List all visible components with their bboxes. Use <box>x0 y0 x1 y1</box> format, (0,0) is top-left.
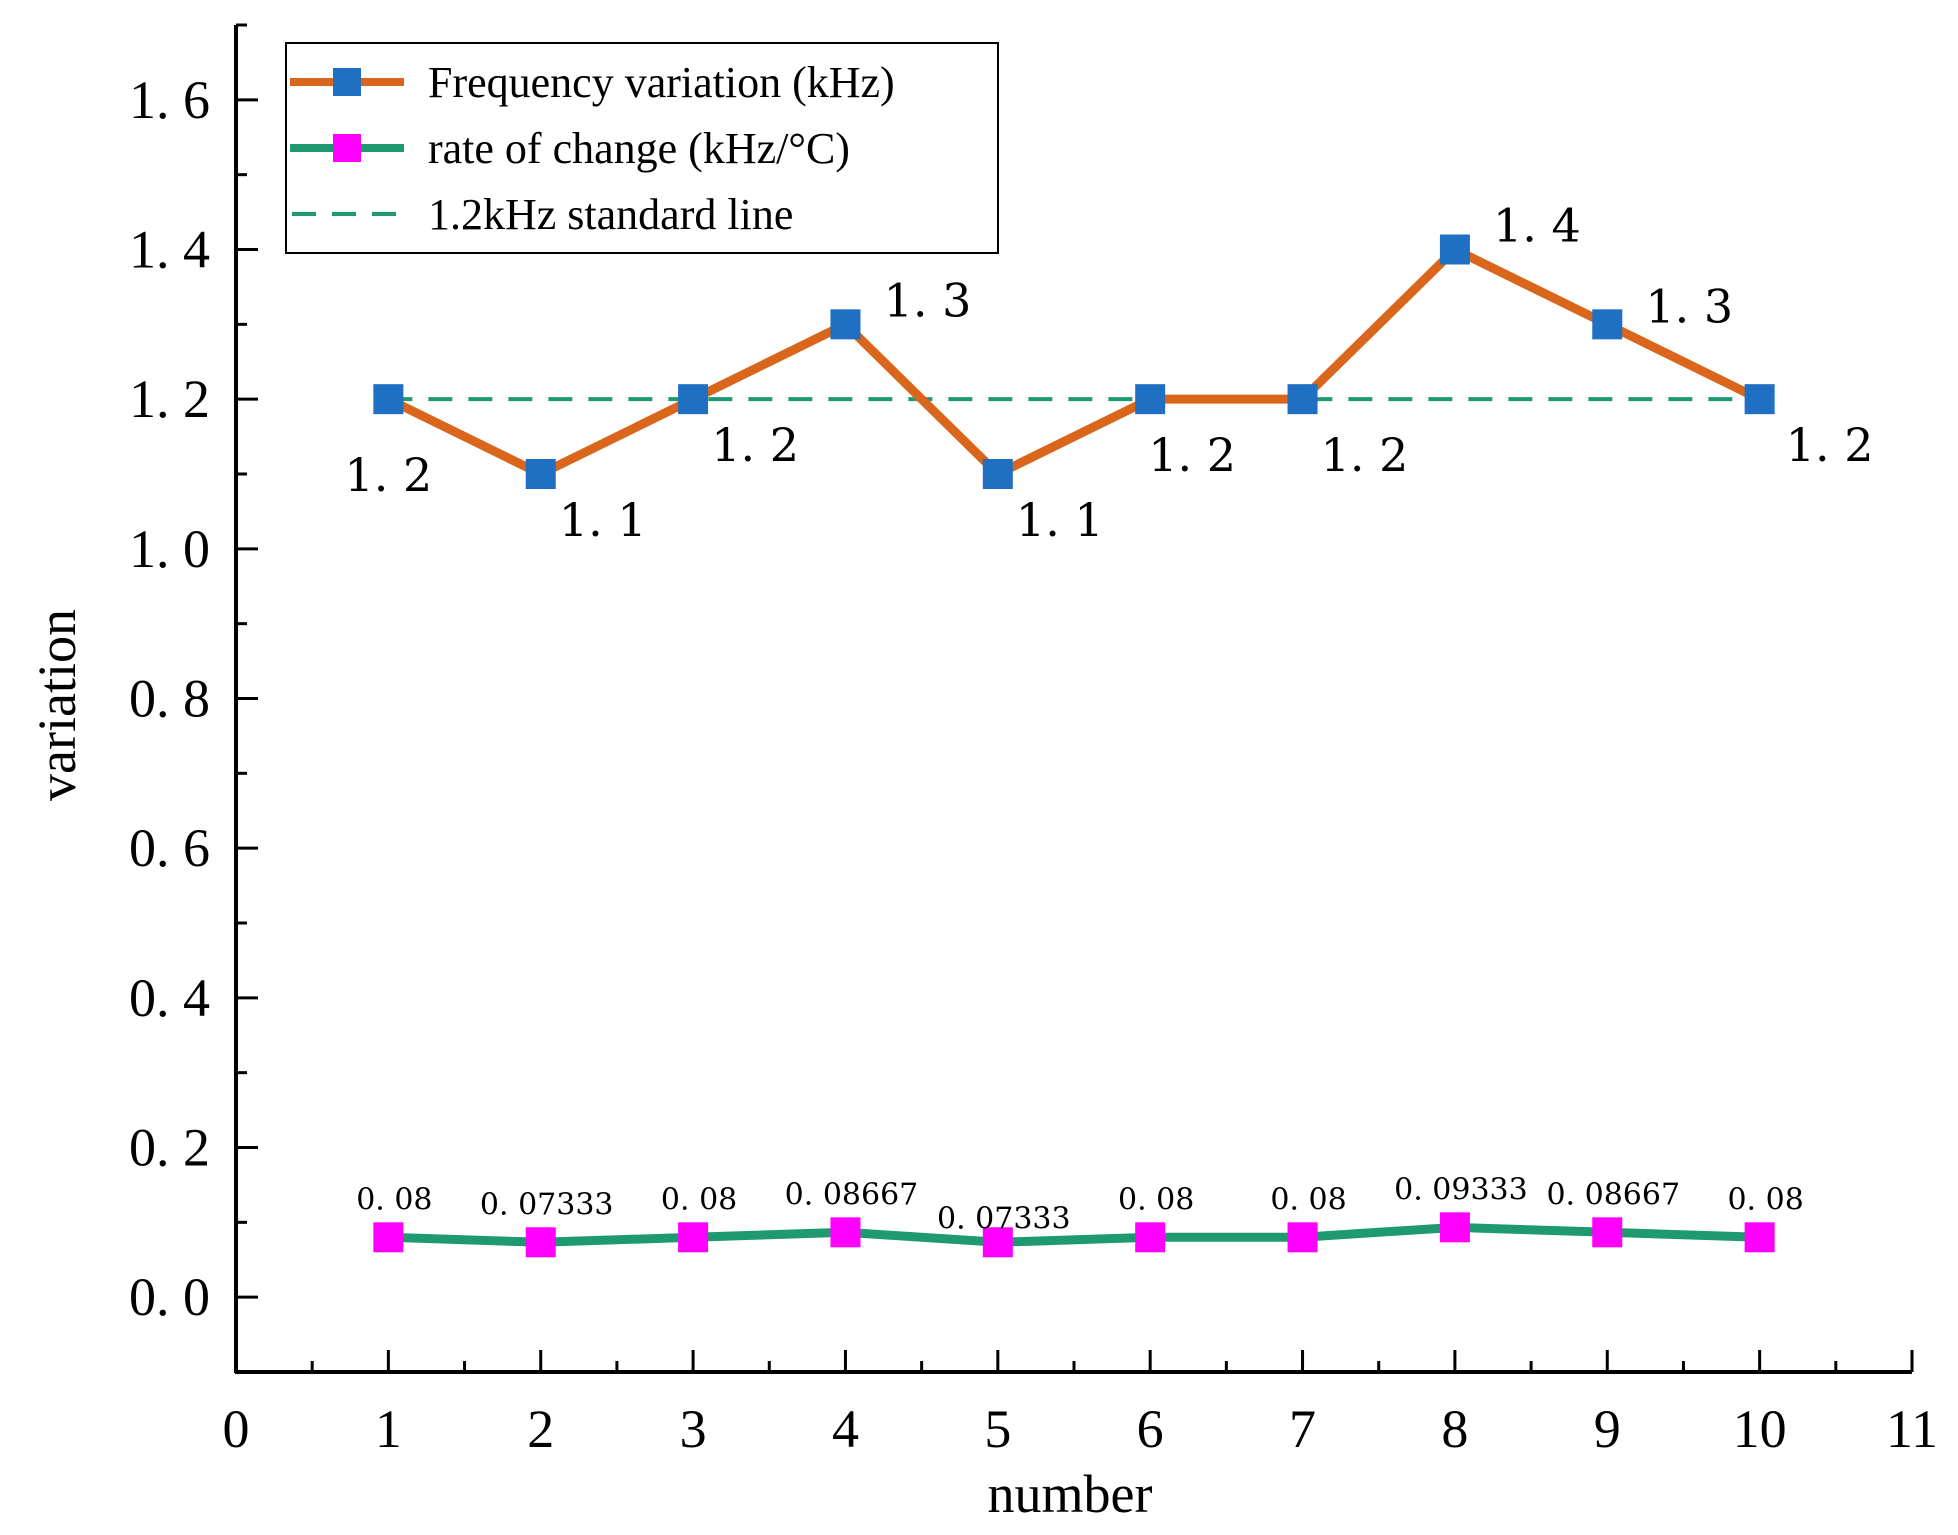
frequency-data-label: 1. 4 <box>1493 199 1581 253</box>
frequency-data-label: 1. 2 <box>344 448 432 502</box>
x-tick-label: 1 <box>375 1399 402 1459</box>
rate-line <box>388 1222 1760 1247</box>
x-axis-title: number <box>988 1464 1153 1524</box>
frequency-point <box>373 384 404 415</box>
rate-point <box>982 1227 1013 1258</box>
legend-label-rate: rate of change (kHz/°C) <box>428 124 850 173</box>
data-labels: 1. 2 1. 1 1. 2 1. 3 1. 1 1. 2 1. 2 1. 4 1. 3 1. 2… <box>344 199 1873 1237</box>
y-tick-label: 1. 4 <box>129 220 210 280</box>
frequency-data-label: 1. 1 <box>1016 493 1104 547</box>
x-tick-label: 5 <box>984 1399 1011 1459</box>
rate-point <box>525 1227 556 1258</box>
x-tick-label: 10 <box>1733 1399 1787 1459</box>
frequency-data-label: 1. 3 <box>1645 279 1733 333</box>
rate-point <box>1439 1212 1470 1243</box>
rate-point <box>373 1222 404 1253</box>
y-tick-label: 0. 8 <box>129 669 210 729</box>
legend-label-frequency: Frequency variation (kHz) <box>428 58 895 107</box>
rate-data-label: 0. 08667 <box>1546 1177 1680 1212</box>
x-tick-label: 0 <box>223 1399 250 1459</box>
rate-point <box>678 1222 709 1253</box>
rate-data-label: 0. 08 <box>661 1182 737 1217</box>
frequency-point <box>1287 384 1318 415</box>
legend: Frequency variation (kHz) rate of change… <box>285 42 999 254</box>
frequency-data-label: 1. 1 <box>559 493 647 547</box>
frequency-data-label: 1. 2 <box>1321 428 1409 482</box>
y-tick-label: 1. 6 <box>129 70 210 130</box>
frequency-point <box>1135 384 1166 415</box>
frequency-data-label: 1. 3 <box>884 273 972 327</box>
rate-data-label: 0. 07333 <box>480 1187 614 1222</box>
legend-box <box>285 42 999 254</box>
ticks: 0 1 2 3 4 5 6 7 8 9 10 11 0. 0 0. 2 0. 4 0. 6 0. 8 1. 0 1.… <box>129 23 1938 1459</box>
frequency-point <box>982 459 1013 489</box>
x-tick-label: 9 <box>1594 1399 1621 1459</box>
frequency-line <box>386 244 1762 480</box>
legend-label-standard: 1.2kHz standard line <box>428 190 793 239</box>
frequency-data-label: 1. 2 <box>1786 418 1874 472</box>
rate-data-label: 0. 07333 <box>937 1201 1071 1236</box>
rate-point <box>1592 1217 1623 1248</box>
x-tick-label: 6 <box>1137 1399 1164 1459</box>
rate-data-label: 0. 09333 <box>1394 1172 1528 1207</box>
x-tick-label: 2 <box>527 1399 554 1459</box>
legend-marker-frequency <box>333 68 361 96</box>
y-tick-label: 0. 4 <box>129 968 210 1028</box>
rate-data-label: 0. 08 <box>1727 1182 1803 1217</box>
x-tick-label: 4 <box>832 1399 859 1459</box>
frequency-point <box>1592 309 1623 340</box>
rate-data-label: 0. 08 <box>1270 1182 1346 1217</box>
rate-point <box>830 1217 861 1248</box>
rate-data-label: 0. 08 <box>356 1182 432 1217</box>
legend-marker-rate <box>333 134 361 162</box>
rate-point <box>1744 1222 1775 1253</box>
y-tick-label: 0. 2 <box>129 1118 210 1178</box>
frequency-point <box>678 384 709 415</box>
frequency-point <box>1744 384 1775 415</box>
y-axis-title: variation <box>27 609 87 801</box>
frequency-point <box>1439 234 1470 265</box>
frequency-data-label: 1. 2 <box>711 418 799 472</box>
frequency-point <box>830 309 861 340</box>
x-tick-label: 7 <box>1289 1399 1316 1459</box>
y-tick-label: 0. 6 <box>129 818 210 878</box>
rate-data-label: 0. 08667 <box>785 1177 919 1212</box>
rate-point <box>1287 1222 1318 1253</box>
x-tick-label: 3 <box>680 1399 707 1459</box>
frequency-point <box>525 459 556 489</box>
rate-point <box>1135 1222 1166 1253</box>
x-tick-label: 11 <box>1886 1399 1938 1459</box>
series-group <box>373 234 1775 1258</box>
rate-data-label: 0. 08 <box>1118 1182 1194 1217</box>
x-tick-label: 8 <box>1441 1399 1468 1459</box>
frequency-data-label: 1. 2 <box>1148 428 1236 482</box>
y-tick-label: 1. 0 <box>129 519 210 579</box>
y-tick-label: 1. 2 <box>129 369 210 429</box>
y-tick-label: 0. 0 <box>129 1267 210 1327</box>
